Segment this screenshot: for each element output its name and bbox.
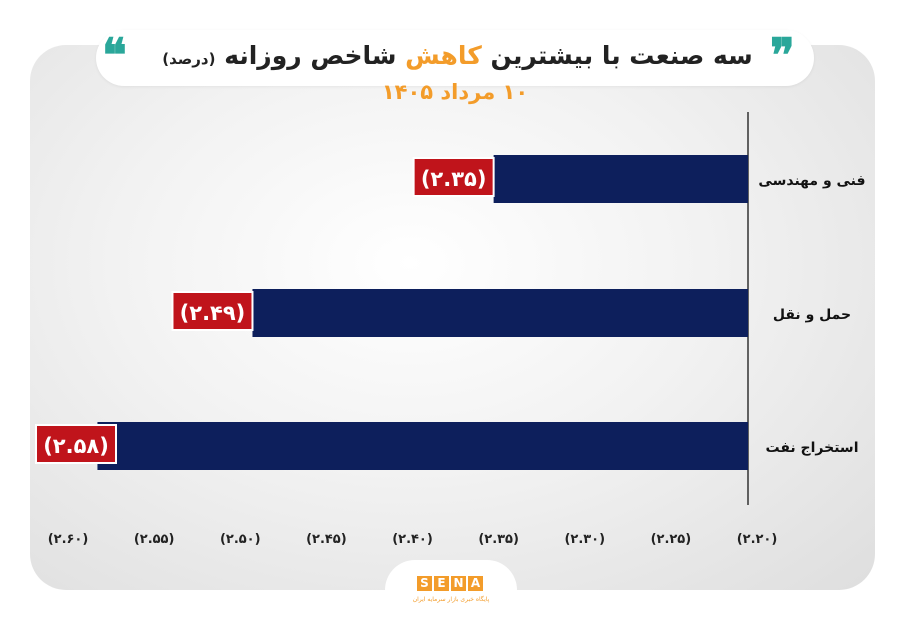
bars-group: (۲.۳۵) فنی و مهندسی (۲.۴۹) حمل و نقل (۲.۵۸) ا… bbox=[35, 155, 866, 470]
quote-open-icon: ❞ bbox=[770, 28, 795, 82]
chart-subtitle: ۱۰ مرداد ۱۴۰۵ bbox=[381, 80, 529, 104]
logo-letter: S bbox=[417, 576, 432, 591]
x-tick-label: (۲.۵۰) bbox=[220, 532, 261, 547]
quote-close-icon: ❝ bbox=[102, 28, 127, 82]
x-tick-label: (۲.۴۰) bbox=[392, 532, 433, 547]
x-tick-label: (۲.۳۵) bbox=[478, 532, 519, 547]
title-text-end: شاخص روزانه bbox=[215, 41, 406, 70]
logo-tab bbox=[385, 560, 517, 623]
x-tick-labels: (۲.۶۰) (۲.۵۵) (۲.۵۰) (۲.۴۵) (۲.۴۰) (۲.۳۵) (۲.۳… bbox=[48, 532, 778, 547]
category-label: حمل و نقل bbox=[773, 307, 851, 323]
data-label: (۲.۳۵) bbox=[421, 167, 487, 191]
x-tick-label: (۲.۲۰) bbox=[737, 532, 778, 547]
title-highlight: کاهش bbox=[405, 41, 482, 70]
logo-letter: A bbox=[468, 576, 483, 591]
sena-logo: S E N A bbox=[417, 576, 483, 591]
category-label: استخراج نفت bbox=[766, 440, 859, 456]
bar bbox=[252, 289, 748, 337]
category-label: فنی و مهندسی bbox=[758, 173, 865, 189]
logo-tagline: پایگاه خبری بازار سرمایه ایران bbox=[412, 596, 490, 603]
x-tick-label: (۲.۶۰) bbox=[48, 532, 89, 547]
x-tick-label: (۲.۳۰) bbox=[564, 532, 605, 547]
x-tick-label: (۲.۴۵) bbox=[306, 532, 347, 547]
title-unit: (درصد) bbox=[162, 50, 216, 68]
data-label-box bbox=[412, 157, 495, 197]
x-tick-label: (۲.۲۵) bbox=[651, 532, 692, 547]
chart-title: سه صنعت با بیشترین کاهش شاخص روزانه (درص… bbox=[150, 41, 765, 70]
x-tick-label: (۲.۵۵) bbox=[134, 532, 175, 547]
bar bbox=[97, 422, 748, 470]
logo-letter: N bbox=[451, 576, 466, 591]
data-label-box bbox=[35, 424, 117, 464]
bar bbox=[493, 155, 748, 203]
title-banner bbox=[96, 30, 814, 86]
logo-letter: E bbox=[434, 576, 449, 591]
data-label: (۲.۵۸) bbox=[43, 434, 109, 458]
data-label-box bbox=[171, 291, 254, 331]
data-label: (۲.۴۹) bbox=[180, 301, 246, 325]
title-text-start: سه صنعت با بیشترین bbox=[481, 41, 753, 70]
